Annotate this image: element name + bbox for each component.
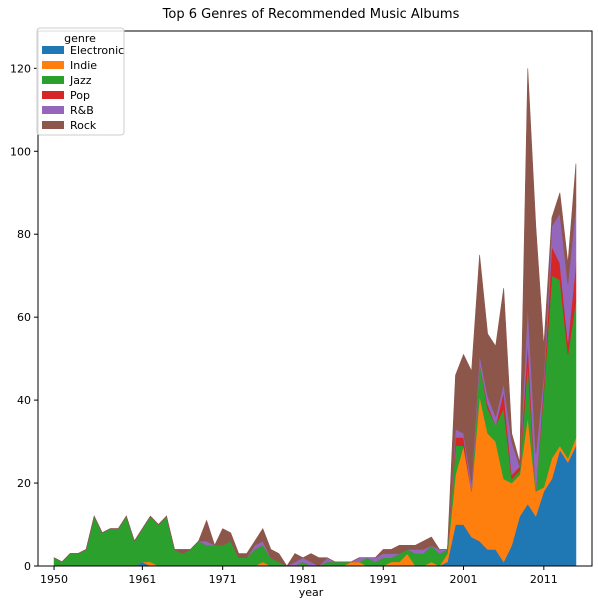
y-tick-label: 80 bbox=[17, 228, 31, 241]
y-tick-label: 120 bbox=[10, 62, 31, 75]
legend-swatch bbox=[42, 121, 64, 129]
legend-label: Pop bbox=[70, 89, 90, 102]
x-tick-label: 2011 bbox=[530, 573, 558, 586]
legend-swatch bbox=[42, 91, 64, 99]
x-axis: 1950 1961 1971 1981 1991 2001 2011 bbox=[40, 566, 558, 586]
legend-label: R&B bbox=[70, 104, 94, 117]
legend-swatch bbox=[42, 106, 64, 114]
legend-label: Electronic bbox=[70, 44, 124, 57]
chart-title: Top 6 Genres of Recommended Music Albums bbox=[162, 7, 460, 22]
legend-title: genre bbox=[64, 32, 96, 45]
x-tick-label: 1971 bbox=[209, 573, 237, 586]
x-tick-label: 2001 bbox=[450, 573, 478, 586]
legend-swatch bbox=[42, 61, 64, 69]
x-tick-label: 1991 bbox=[369, 573, 397, 586]
area-rock bbox=[53, 68, 577, 567]
x-tick-label: 1961 bbox=[128, 573, 156, 586]
legend-label: Jazz bbox=[69, 74, 92, 87]
y-axis: 0 20 40 60 80 100 120 bbox=[10, 62, 38, 573]
y-tick-label: 20 bbox=[17, 477, 31, 490]
plot-frame bbox=[37, 30, 593, 567]
stacked-areas bbox=[53, 68, 577, 567]
y-tick-label: 40 bbox=[17, 394, 31, 407]
x-tick-label: 1981 bbox=[289, 573, 317, 586]
legend-label: Rock bbox=[70, 119, 97, 132]
y-tick-label: 60 bbox=[17, 311, 31, 324]
x-tick-label: 1950 bbox=[40, 573, 68, 586]
y-tick-label: 100 bbox=[10, 145, 31, 158]
y-tick-label: 0 bbox=[24, 560, 31, 573]
legend-swatch bbox=[42, 76, 64, 84]
legend-swatch bbox=[42, 46, 64, 54]
x-axis-label: year bbox=[299, 586, 324, 599]
legend-label: Indie bbox=[70, 59, 97, 72]
